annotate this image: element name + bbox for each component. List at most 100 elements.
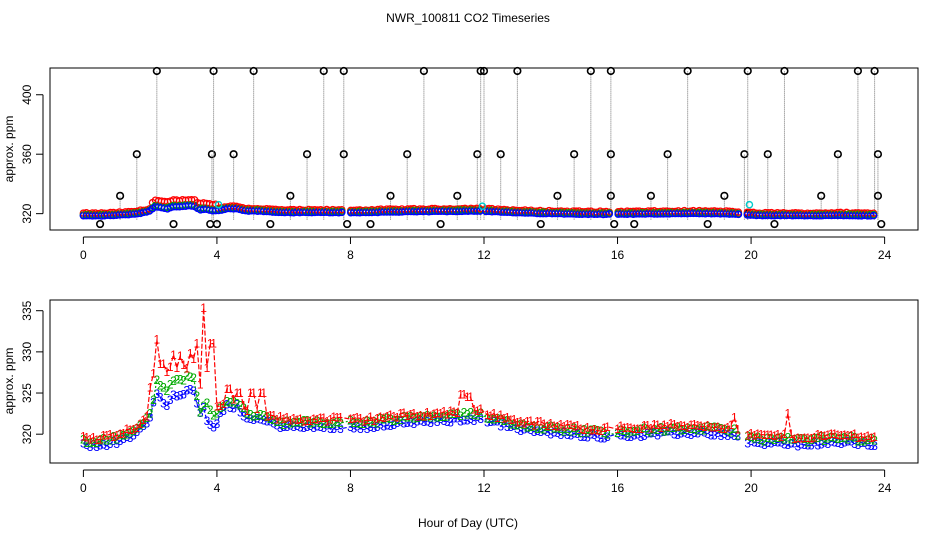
bottom-series3-point: 3 xyxy=(320,421,327,435)
bottom-series1-point: 1 xyxy=(127,423,134,437)
bottom-series3-point: 3 xyxy=(694,426,701,440)
bottom-series1-point: 1 xyxy=(497,408,504,422)
bottom-series1-point: 1 xyxy=(377,410,384,424)
bottom-series1-point: 1 xyxy=(751,429,758,443)
bottom-series2-point: 2 xyxy=(260,408,267,422)
bottom-series3-point: 3 xyxy=(87,440,94,454)
bottom-series2-point: 2 xyxy=(771,433,778,447)
bottom-series2-point: 2 xyxy=(364,414,371,428)
bottom-series2-point: 2 xyxy=(164,384,171,398)
bottom-series1-point: 1 xyxy=(467,390,474,404)
bottom-series3-point: 3 xyxy=(815,438,822,452)
bottom-series1-point: 1 xyxy=(83,430,90,444)
bottom-series3-point: 3 xyxy=(624,430,631,444)
bottom-series3-point: 3 xyxy=(214,417,221,431)
bottom-series1-point: 1 xyxy=(748,427,755,441)
bottom-series3-point: 3 xyxy=(527,423,534,437)
bottom-series1-point: 1 xyxy=(868,431,875,445)
bottom-series1-point: 1 xyxy=(601,421,608,435)
bottom-series3-point: 3 xyxy=(868,439,875,453)
bottom-y-tick-label: 330 xyxy=(20,342,34,362)
bottom-series2-point: 2 xyxy=(454,406,461,420)
bottom-series3-point: 3 xyxy=(324,419,331,433)
bottom-y-tick-label: 325 xyxy=(20,383,34,403)
bottom-series2-point: 2 xyxy=(284,414,291,428)
bottom-series1-point: 1 xyxy=(320,411,327,425)
bottom-series3-point: 3 xyxy=(90,437,97,451)
bottom-series1-point: 1 xyxy=(207,337,214,351)
bottom-series3-point: 3 xyxy=(397,415,404,429)
bottom-series3-point: 3 xyxy=(297,420,304,434)
bottom-series1-point: 1 xyxy=(230,392,237,406)
bottom-series1-point: 1 xyxy=(143,410,150,424)
bottom-series2-point: 2 xyxy=(544,420,551,434)
bottom-series3-point: 3 xyxy=(808,438,815,452)
top-low-point xyxy=(206,219,215,229)
bottom-series2-point: 2 xyxy=(751,432,758,446)
bottom-series3-point: 3 xyxy=(350,422,357,436)
bottom-series1-point: 1 xyxy=(401,406,408,420)
bottom-series3-point: 3 xyxy=(484,415,491,429)
bottom-series1-point: 1 xyxy=(93,433,100,447)
bottom-series3-point: 3 xyxy=(270,416,277,430)
bottom-series1-point: 1 xyxy=(153,333,160,347)
bottom-series3-point: 3 xyxy=(604,430,611,444)
bottom-series3-point: 3 xyxy=(541,423,548,437)
bottom-series3-point: 3 xyxy=(507,420,514,434)
bottom-series2-point: 2 xyxy=(354,416,361,430)
bottom-series2-point: 2 xyxy=(307,416,314,430)
bottom-series3-point: 3 xyxy=(728,427,735,441)
bottom-series1-point: 1 xyxy=(284,410,291,424)
bottom-series1-point: 1 xyxy=(157,357,164,371)
bottom-series2-point: 2 xyxy=(280,418,287,432)
bottom-series3-point: 3 xyxy=(150,396,157,410)
bottom-series1-point: 1 xyxy=(801,431,808,445)
top-spike-point xyxy=(116,191,125,200)
bottom-series3-point: 3 xyxy=(391,418,398,432)
bottom-series3-point: 3 xyxy=(431,413,438,427)
bottom-series1-point: 1 xyxy=(537,415,544,429)
bottom-series1-point: 1 xyxy=(774,427,781,441)
bottom-series3-point: 3 xyxy=(444,415,451,429)
bottom-series2-point: 2 xyxy=(531,419,538,433)
bottom-series1-point: 1 xyxy=(267,409,274,423)
bottom-series2-point: 2 xyxy=(514,418,521,432)
bottom-series2-point: 2 xyxy=(234,397,241,411)
bottom-series3-point: 3 xyxy=(330,422,337,436)
bottom-series1-point: 1 xyxy=(684,420,691,434)
top-low-point xyxy=(703,219,712,229)
top-spike-point xyxy=(740,150,749,159)
bottom-series3-point: 3 xyxy=(250,413,257,427)
bottom-series2-point: 2 xyxy=(391,414,398,428)
top-spike-point xyxy=(207,150,217,159)
bottom-series3-point: 3 xyxy=(317,420,324,434)
bottom-series2-point: 2 xyxy=(190,371,197,385)
bottom-series3-point: 3 xyxy=(494,415,501,429)
bottom-series2-point: 2 xyxy=(861,435,868,449)
bottom-series3-point: 3 xyxy=(370,421,377,435)
top-plot-frame xyxy=(49,67,919,231)
bottom-series1-point: 1 xyxy=(391,409,398,423)
bottom-series2-point: 2 xyxy=(794,432,801,446)
bottom-series3-point: 3 xyxy=(314,420,321,434)
bottom-series1-point: 1 xyxy=(260,386,267,400)
bottom-series3-point: 3 xyxy=(811,436,818,450)
top-spike-point xyxy=(339,150,348,159)
bottom-series3-point: 3 xyxy=(621,429,628,443)
bottom-series1-point: 1 xyxy=(544,419,551,433)
bottom-series1-point: 1 xyxy=(858,430,865,444)
bottom-series1-point: 1 xyxy=(731,411,738,425)
bottom-series1-point: 1 xyxy=(507,413,514,427)
bottom-series3-point: 3 xyxy=(300,421,307,435)
bottom-series3-point: 3 xyxy=(845,434,852,448)
bottom-series1-point: 1 xyxy=(641,418,648,432)
bottom-series1-point: 1 xyxy=(778,430,785,444)
bottom-series1-point: 1 xyxy=(133,421,140,435)
bottom-series1-point: 1 xyxy=(798,431,805,445)
bottom-series3-point: 3 xyxy=(457,414,464,428)
bottom-series2-point: 2 xyxy=(704,420,711,434)
bottom-series3-point: 3 xyxy=(454,412,461,426)
bottom-series2-point: 2 xyxy=(197,406,204,420)
bottom-series3-point: 3 xyxy=(704,427,711,441)
top-series4-point xyxy=(478,202,487,211)
